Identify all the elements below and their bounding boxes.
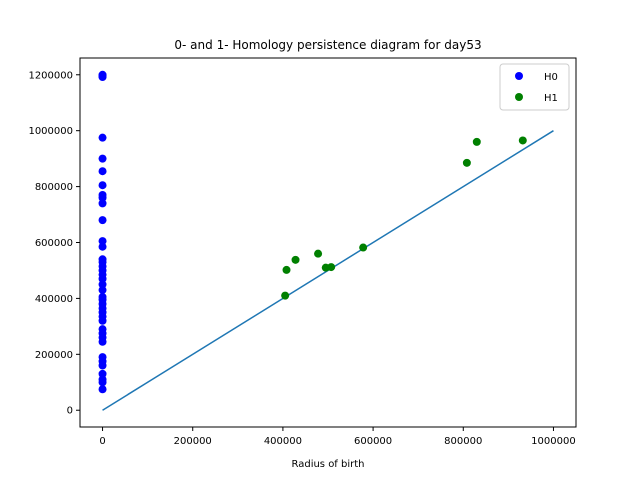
- y-axis: 0 200000 400000 600000 800000 1000000 1200000: [28, 70, 80, 417]
- point-h1: [314, 249, 323, 258]
- chart-title: 0- and 1- Homology persistence diagram f…: [174, 38, 481, 52]
- x-tick-label: 200000: [174, 436, 212, 447]
- point-h1: [359, 243, 368, 252]
- y-tick-label: 800000: [35, 182, 73, 193]
- point-h1: [518, 136, 527, 145]
- plot-area: [98, 70, 554, 411]
- point-h0: [98, 199, 107, 208]
- y-tick-label: 200000: [35, 350, 73, 361]
- point-h0: [98, 242, 107, 251]
- point-h0: [98, 167, 107, 176]
- point-h0: [98, 361, 107, 370]
- point-h0: [98, 133, 107, 142]
- point-h1: [472, 137, 481, 146]
- point-h1: [281, 291, 290, 300]
- point-h1: [291, 255, 300, 264]
- plot-frame: [79, 57, 577, 428]
- point-h0: [98, 286, 107, 295]
- y-tick-label: 1200000: [28, 70, 73, 81]
- point-h0: [98, 73, 107, 82]
- x-tick-label: 600000: [354, 436, 392, 447]
- x-axis-label: Radius of birth: [291, 459, 364, 470]
- x-tick-label: 400000: [264, 436, 302, 447]
- point-h0: [98, 337, 107, 346]
- legend-marker-h1: [515, 93, 523, 101]
- x-tick-label: 0: [99, 436, 105, 447]
- point-h1: [462, 158, 471, 167]
- x-axis: 0 200000 400000 600000 800000 1000000: [99, 427, 576, 447]
- point-h0: [98, 237, 107, 246]
- point-h1: [282, 265, 291, 274]
- x-tick-label: 800000: [444, 436, 482, 447]
- y-tick-label: 1000000: [28, 126, 73, 137]
- point-h0: [98, 280, 107, 289]
- point-h0: [98, 216, 107, 225]
- y-tick-label: 0: [67, 406, 73, 417]
- point-h0: [98, 385, 107, 394]
- point-h0: [98, 274, 107, 283]
- legend-box: [499, 63, 570, 111]
- point-h0: [98, 193, 107, 202]
- y-tick-label: 400000: [35, 294, 73, 305]
- point-h0: [98, 154, 107, 163]
- legend-marker-h0: [515, 72, 523, 80]
- legend: H0 H1: [499, 63, 570, 111]
- point-h0: [98, 369, 107, 378]
- point-h0: [98, 181, 107, 190]
- point-h0: [98, 316, 107, 325]
- point-h0: [98, 378, 107, 387]
- x-tick-label: 1000000: [531, 436, 576, 447]
- y-tick-label: 600000: [35, 238, 73, 249]
- point-h1: [327, 263, 336, 272]
- legend-label-h0: H0: [544, 72, 558, 83]
- legend-label-h1: H1: [544, 93, 558, 104]
